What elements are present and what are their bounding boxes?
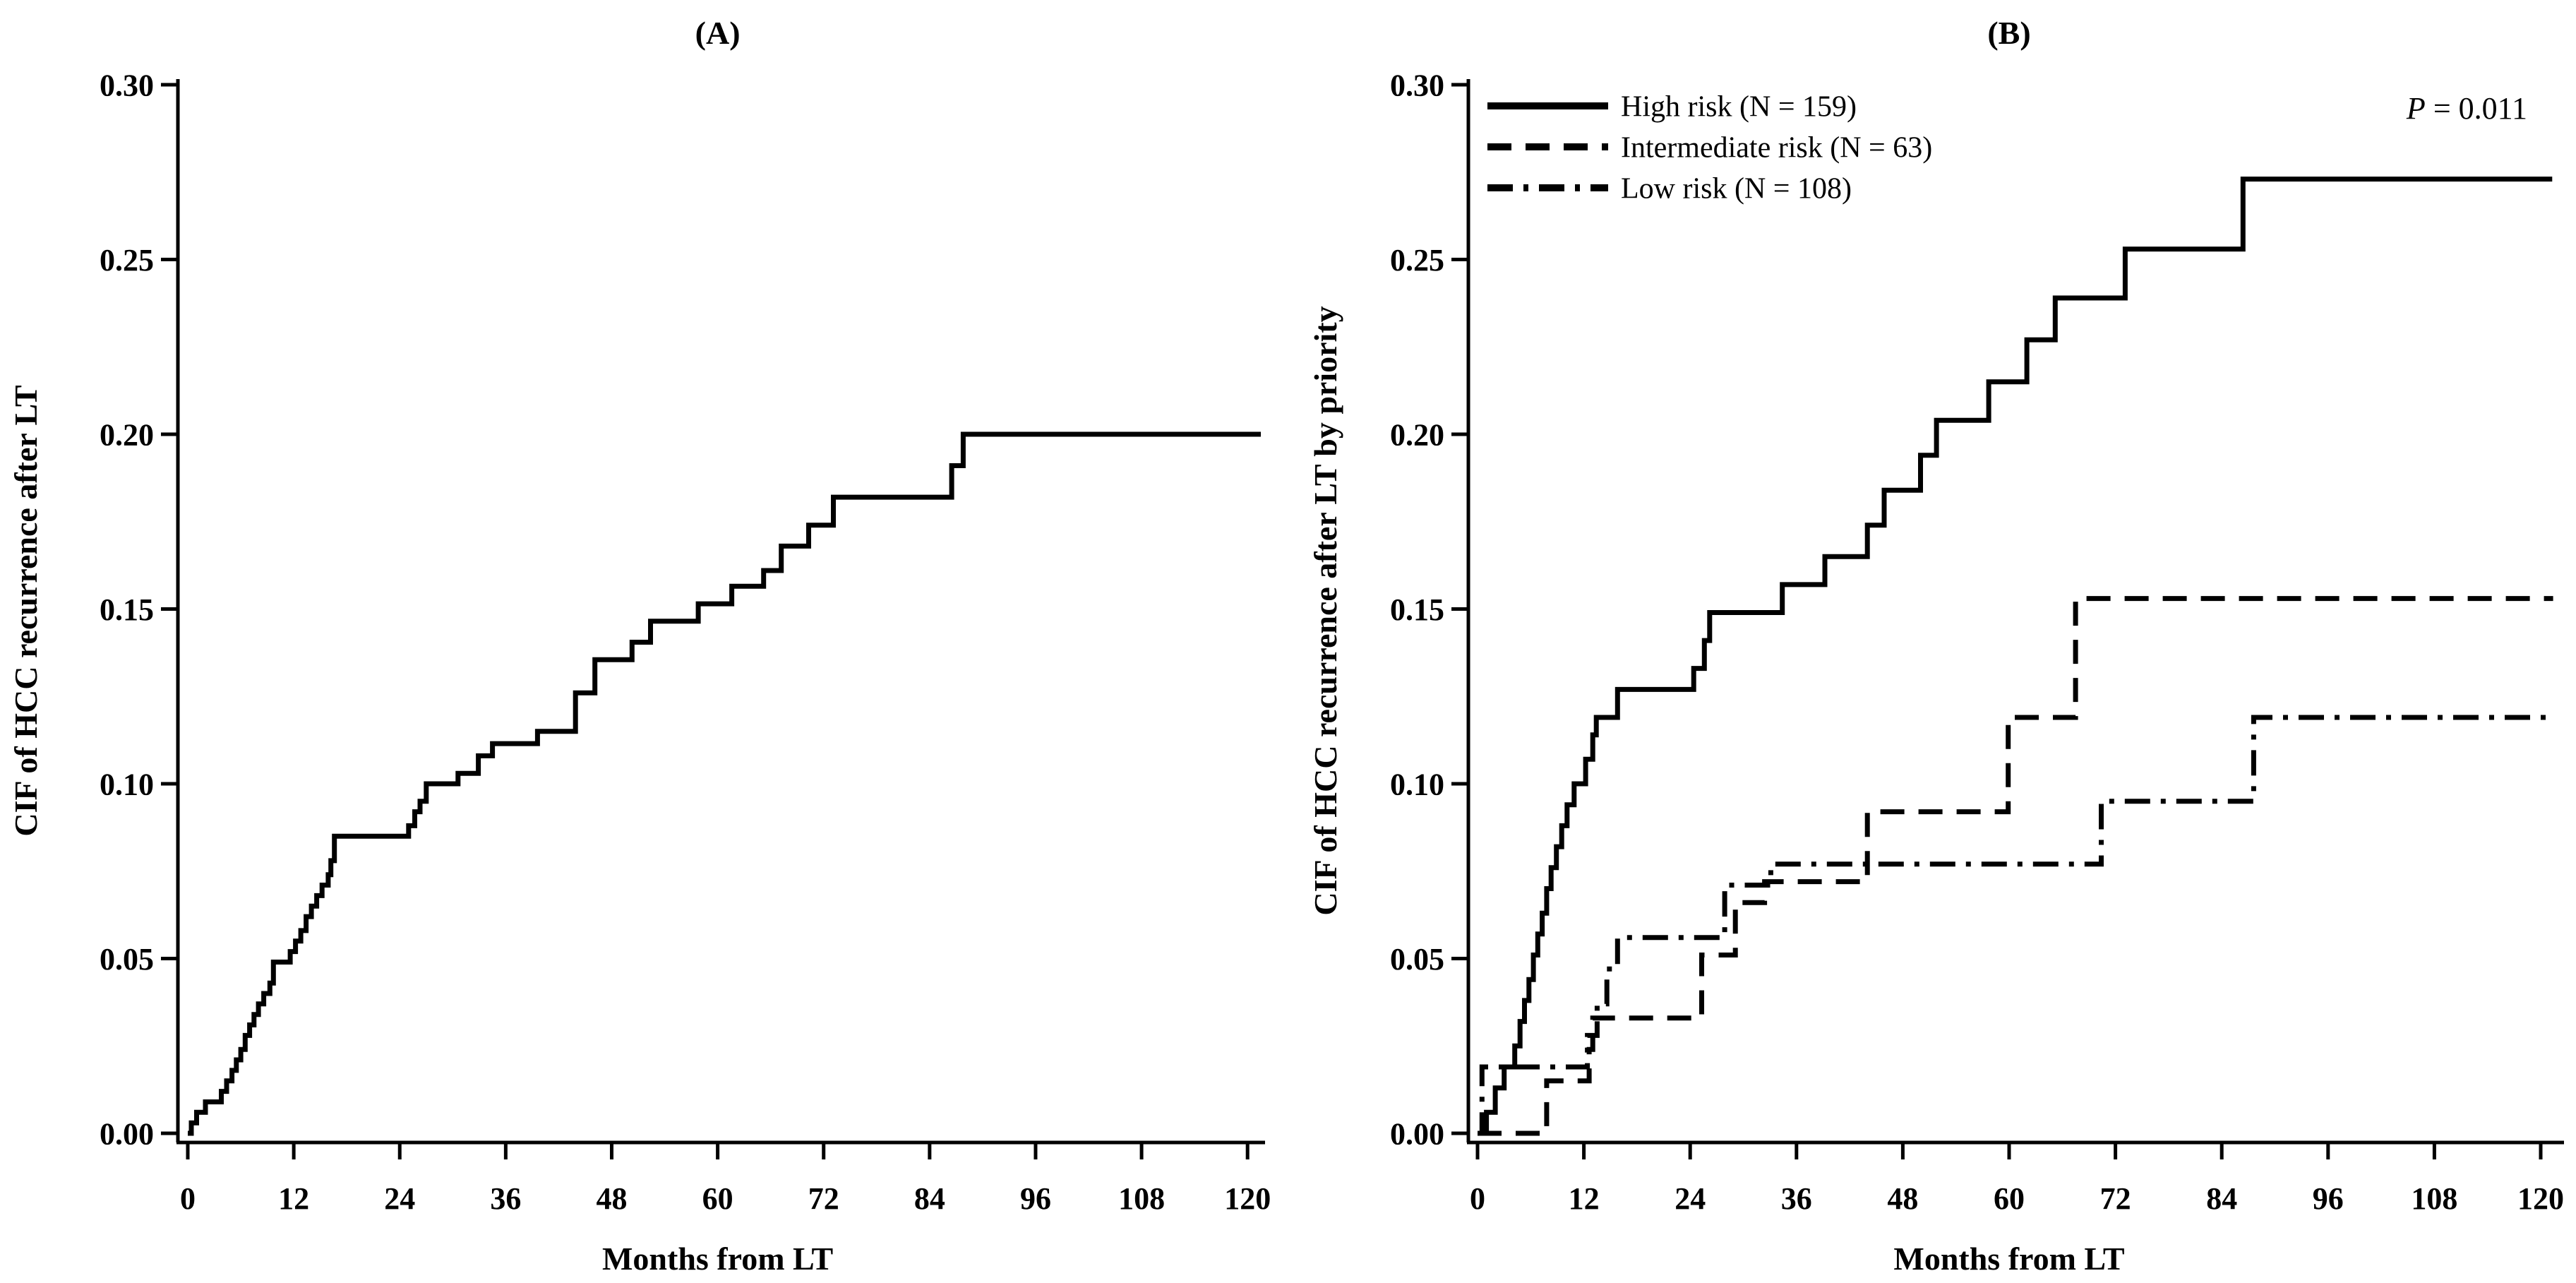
x-tick-label-48: 48	[596, 1181, 627, 1216]
y-tick-label-0.2: 0.20	[1390, 417, 1444, 452]
y-tick-label-0: 0.00	[100, 1116, 154, 1151]
x-tick-label-72: 72	[808, 1181, 839, 1216]
x-tick-label-36: 36	[1781, 1181, 1812, 1216]
x-tick-label-0: 0	[1470, 1181, 1485, 1216]
y-tick-label-0.3: 0.30	[100, 68, 154, 102]
legend: High risk (N = 159) Intermediate risk (N …	[1487, 91, 1932, 205]
x-tick-label-24: 24	[1675, 1181, 1706, 1216]
legend-item-0-label: High risk (N = 159)	[1621, 91, 1857, 124]
y-tick-label-0.05: 0.05	[100, 942, 154, 977]
x-tick-label-60: 60	[702, 1181, 733, 1216]
y-tick-label-0.25: 0.25	[100, 243, 154, 278]
x-tick-label-12: 12	[1569, 1181, 1600, 1216]
x-tick-label-96: 96	[2313, 1181, 2344, 1216]
x-tick-label-96: 96	[1020, 1181, 1051, 1216]
curve-low-risk-n-108	[1478, 715, 2553, 1136]
x-tick-label-0: 0	[180, 1181, 196, 1216]
y-tick-label-0.2: 0.20	[100, 417, 154, 452]
y-tick-label-0.15: 0.15	[1390, 592, 1444, 627]
y-axis-title: CIF of HCC recurrence after LT by priori…	[1307, 306, 1343, 915]
x-tick-label-48: 48	[1887, 1181, 1918, 1216]
legend-item-2-label: Low risk (N = 108)	[1621, 173, 1852, 205]
curve-high-risk-n-159	[1478, 177, 2553, 1136]
x-tick-label-108: 108	[2411, 1181, 2457, 1216]
y-tick-label-0: 0.00	[1390, 1116, 1444, 1151]
x-tick-label-84: 84	[914, 1181, 945, 1216]
curve-intermediate-risk-n-63	[1478, 596, 2553, 1136]
panel-a: 0 12 24 36 48 60 72 84 96 108 120 0.00 0.05 0.10 0.15 0…	[8, 15, 1271, 1277]
y-tick-label-0.3: 0.30	[1390, 68, 1444, 102]
panel-title: (A)	[695, 15, 741, 51]
p-value-annotation: P = 0.011	[2406, 91, 2527, 126]
x-tick-label-120: 120	[1224, 1181, 1271, 1216]
curve-all-patients	[188, 431, 1261, 1136]
x-tick-label-120: 120	[2517, 1181, 2564, 1216]
panel-title: (B)	[1987, 15, 2030, 51]
y-tick-label-0.1: 0.10	[100, 767, 154, 801]
y-tick-label-0.1: 0.10	[1390, 767, 1444, 801]
x-axis-title: Months from LT	[1893, 1241, 2124, 1277]
legend-item-1-label: Intermediate risk (N = 63)	[1621, 132, 1932, 165]
panel-b: 0 12 24 36 48 60 72 84 96 108 120 0.00 0.05 0.10 0.15 0…	[1307, 15, 2564, 1277]
y-tick-label-0.25: 0.25	[1390, 243, 1444, 278]
x-tick-label-12: 12	[278, 1181, 309, 1216]
y-axis-title: CIF of HCC recurrence after LT	[8, 385, 44, 836]
x-tick-label-72: 72	[2100, 1181, 2131, 1216]
y-tick-label-0.05: 0.05	[1390, 942, 1444, 977]
x-tick-label-60: 60	[1994, 1181, 2025, 1216]
x-tick-label-24: 24	[384, 1181, 415, 1216]
x-tick-label-108: 108	[1118, 1181, 1165, 1216]
x-tick-label-36: 36	[490, 1181, 521, 1216]
x-axis-title: Months from LT	[602, 1241, 833, 1277]
x-tick-label-84: 84	[2206, 1181, 2237, 1216]
y-tick-label-0.15: 0.15	[100, 592, 154, 627]
